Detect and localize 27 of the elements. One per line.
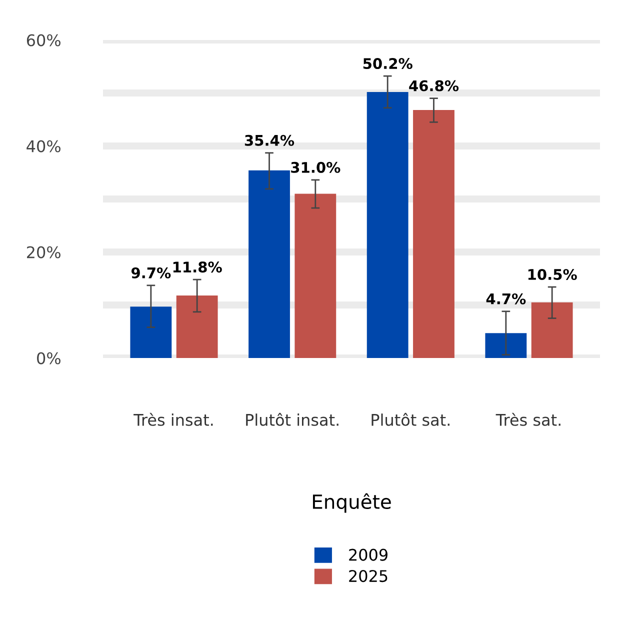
x-tick-label: Plutôt insat. bbox=[246, 412, 338, 426]
bar bbox=[130, 306, 172, 358]
y-tick-label: 60% bbox=[26, 34, 60, 46]
data-label: 10.5% bbox=[528, 268, 577, 280]
data-label: 11.8% bbox=[173, 262, 222, 273]
data-label: 46.8% bbox=[409, 80, 459, 92]
bar bbox=[531, 302, 573, 358]
y-tick-label: 40% bbox=[26, 140, 60, 152]
legend-label: 2009 bbox=[349, 548, 388, 561]
y-tick-label: 20% bbox=[27, 246, 60, 258]
bar bbox=[176, 295, 218, 358]
bar bbox=[248, 170, 290, 358]
legend-label: 2025 bbox=[349, 570, 388, 582]
data-label: 4.7% bbox=[486, 293, 526, 304]
bar bbox=[294, 194, 336, 358]
data-label: 35.4% bbox=[244, 134, 294, 146]
y-tick-label: 0% bbox=[37, 352, 60, 364]
bar bbox=[366, 92, 408, 358]
x-tick-label: Plutôt sat. bbox=[372, 412, 450, 426]
x-tick-label: Très insat. bbox=[134, 412, 213, 426]
bar bbox=[413, 110, 454, 358]
bar bbox=[485, 333, 527, 358]
data-label: 50.2% bbox=[363, 58, 412, 70]
data-label: 31.0% bbox=[291, 162, 340, 173]
data-label: 9.7% bbox=[131, 267, 171, 278]
x-tick-label: Très sat. bbox=[496, 412, 560, 426]
legend-title: Enquête bbox=[312, 493, 391, 513]
